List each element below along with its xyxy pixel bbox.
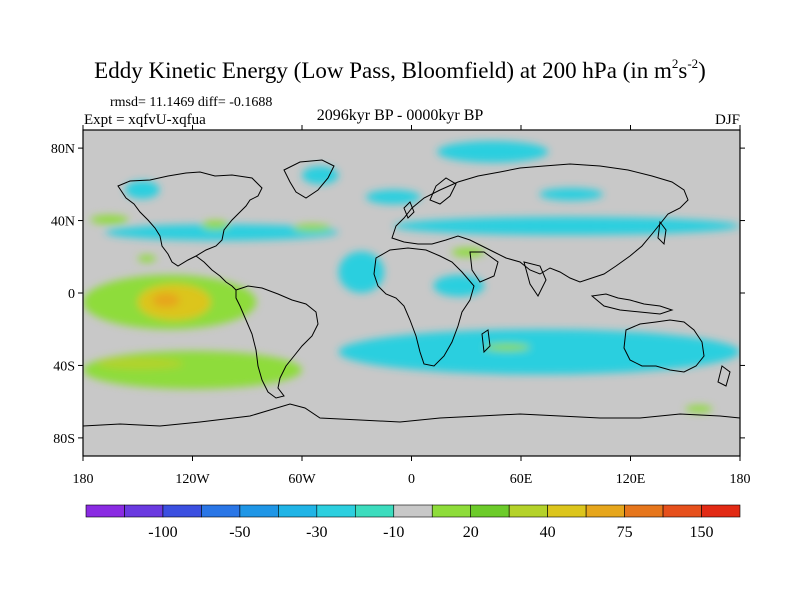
- colorbar-swatch: [239, 504, 279, 518]
- coastline-eurasia: [391, 163, 689, 283]
- lon-tick-label: 120W: [175, 472, 210, 487]
- lat-tick-label: 0: [68, 287, 75, 302]
- field-s-pacific-green-east: [685, 405, 713, 413]
- field-n-atlantic-green: [292, 224, 332, 232]
- colorbar-label: 75: [617, 524, 633, 541]
- colorbar-swatch: [624, 504, 664, 518]
- colorbar-swatch: [431, 504, 472, 518]
- field-s-pacific-green: [83, 350, 302, 389]
- lat-tick-label: 40S: [53, 359, 75, 374]
- coastline-new-zealand: [717, 365, 731, 387]
- coastline-antarctica: [83, 403, 740, 427]
- field-n-atlantic-cyan: [365, 189, 421, 205]
- coastline-australia: [623, 319, 705, 373]
- lat-tick-label: 40N: [51, 215, 75, 230]
- coastline-greenland: [283, 159, 335, 199]
- colorbar-label: 40: [540, 524, 556, 541]
- field-eurasia-cyan: [539, 187, 604, 201]
- chart-title: Eddy Kinetic Energy (Low Pass, Bloomfiel…: [0, 56, 800, 84]
- colorbar-swatch: [124, 504, 164, 518]
- title-sup-1: 2: [671, 56, 679, 71]
- lon-tick-label: 60W: [288, 472, 316, 487]
- coastline-indonesia: [590, 293, 674, 315]
- colorbar-swatch: [162, 504, 202, 518]
- colorbar-swatch: [508, 504, 548, 518]
- lon-tick-label: 180: [73, 472, 94, 487]
- coastline-north-america: [117, 171, 263, 267]
- lon-tick-label: 120E: [616, 472, 646, 487]
- field-n-pacific-cyan: [124, 180, 160, 199]
- experiment-label: Expt = xqfvU-xqfua: [84, 112, 206, 128]
- coastline-japan: [657, 220, 667, 246]
- colorbar-label: -10: [383, 524, 404, 541]
- title-sup-2: -2: [687, 56, 699, 71]
- coastline-madagascar: [481, 329, 491, 354]
- colorbar-label: 150: [690, 524, 714, 541]
- field-mid-lat-band-cyan-east: [393, 216, 740, 236]
- title-main: Eddy Kinetic Energy (Low Pass, Bloomfiel…: [94, 58, 672, 83]
- field-s-pacific-yellow: [97, 358, 184, 370]
- coastline-africa: [373, 247, 475, 367]
- colorbar-label: -100: [148, 524, 177, 541]
- coastline-arabia: [469, 251, 499, 283]
- colorbar: -100 -50 -30 -10 20 40 75 150: [85, 504, 741, 541]
- field-s-hemi-cyan: [338, 329, 740, 375]
- field-africa-cyan: [433, 274, 485, 297]
- colorbar-swatch: [354, 504, 395, 518]
- field-n-america-green: [201, 220, 229, 230]
- colorbar-label: 20: [463, 524, 479, 541]
- field-n-pacific-green: [90, 215, 129, 225]
- season-label: DJF: [714, 112, 740, 128]
- coastline-scandinavia: [429, 177, 457, 205]
- field-indian-green: [484, 343, 531, 351]
- lon-tick-label: 60E: [510, 472, 533, 487]
- lat-tick-label: 80N: [51, 142, 75, 157]
- colorbar-swatch: [662, 504, 702, 518]
- colorbar-swatch: [85, 504, 125, 518]
- field-greenland-cyan: [302, 166, 339, 185]
- colorbar-swatch: [201, 504, 241, 518]
- coastline-india: [523, 261, 547, 297]
- colorbar-swatch: [393, 504, 433, 518]
- colorbar-swatch: [585, 504, 625, 518]
- colorbar-swatch: [316, 504, 356, 518]
- coastline-layer: [83, 159, 740, 427]
- field-n-africa-green: [451, 247, 485, 257]
- colorbar-swatch: [547, 504, 587, 518]
- lon-tick-label: 0: [408, 472, 415, 487]
- field-mid-lat-band-cyan: [104, 224, 339, 241]
- period-label: 2096kyr BP - 0000kyr BP: [316, 107, 484, 124]
- rmsd-diff-label: rmsd= 11.1469 diff= -0.1688: [110, 95, 273, 110]
- colorbar-swatch: [278, 504, 318, 518]
- colorbar-label: -50: [229, 524, 250, 541]
- title-close: ): [698, 58, 706, 83]
- lat-tick-label: 80S: [53, 432, 75, 447]
- colorbar-label: -30: [306, 524, 327, 541]
- field-arctic-cyan: [437, 140, 549, 163]
- colorbar-swatch: [470, 504, 510, 518]
- axis-ticks: 80N 40N 0 40S 80S 180 120W 60W 0 60E 120E 180: [51, 125, 751, 487]
- coastline-central-america: [195, 255, 237, 291]
- colorbar-swatch: [701, 504, 741, 518]
- field-w-pacific-green: [137, 254, 156, 263]
- field-atlantic-cyan: [338, 251, 385, 293]
- title-mid: s: [678, 58, 688, 83]
- eke-field-layer: [83, 140, 740, 413]
- lon-tick-label: 180: [730, 472, 751, 487]
- coastline-south-america: [235, 285, 319, 399]
- field-tropical-pacific-orange: [152, 293, 180, 308]
- coastline-british-isles: [403, 201, 415, 219]
